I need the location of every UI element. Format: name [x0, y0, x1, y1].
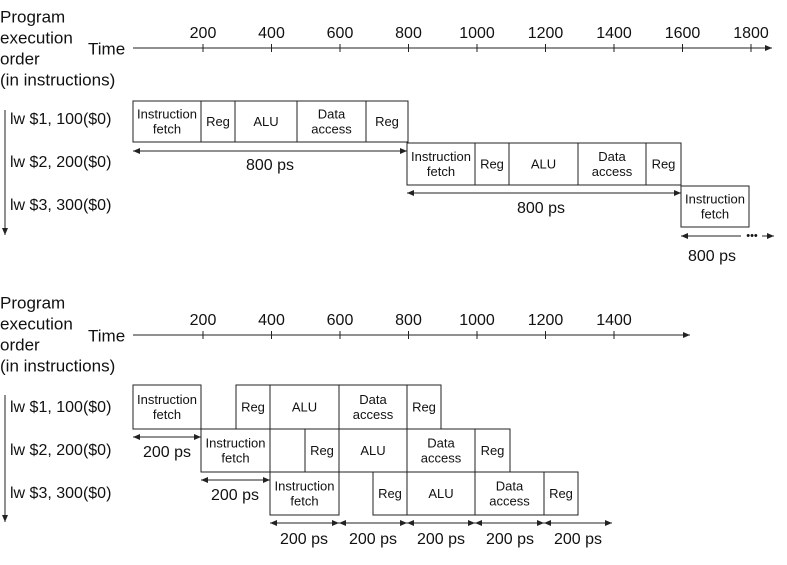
stage-box	[365, 100, 409, 143]
instruction-label: lw $3, 300($0)	[10, 197, 111, 214]
tick-label: 1600	[665, 25, 701, 42]
stage-box	[338, 428, 408, 473]
header-line: (in instructions)	[0, 356, 115, 375]
stage-box	[234, 100, 298, 143]
tick-label: 1200	[528, 25, 564, 42]
stage-box	[577, 142, 647, 186]
interval-label: 200 ps	[486, 531, 534, 548]
stage-box	[474, 428, 511, 473]
stage-box	[372, 471, 408, 516]
tick-label: 1400	[596, 312, 632, 329]
stage-label: Instruction fetch	[685, 192, 745, 222]
stage-label: Data access	[311, 107, 352, 137]
stage-label: Reg	[378, 486, 402, 501]
tick-label: 1000	[459, 25, 495, 42]
tick-label: 600	[327, 25, 354, 42]
stage-box	[406, 471, 476, 516]
instruction-label: lw $1, 100($0)	[10, 111, 111, 128]
stage-box	[269, 428, 306, 473]
time-label: Time	[88, 326, 125, 345]
tick-label: 1400	[596, 25, 632, 42]
ellipsis: •••	[746, 230, 758, 242]
stage-label: Instruction fetch	[275, 479, 335, 509]
instruction-label: lw $3, 300($0)	[10, 485, 111, 502]
stage-label: Reg	[481, 443, 505, 458]
stage-box	[132, 384, 202, 430]
stage-box	[132, 100, 202, 143]
stage-box	[200, 428, 271, 473]
stage-box	[474, 471, 545, 516]
stage-box	[680, 185, 750, 228]
stage-label: Instruction fetch	[137, 107, 197, 137]
stage-label: Data access	[353, 392, 394, 422]
stage-box	[296, 100, 367, 143]
time-label: Time	[88, 39, 125, 58]
instruction-label: lw $2, 200($0)	[10, 154, 111, 171]
interval-label: 800 ps	[688, 248, 736, 265]
stage-label: ALU	[360, 443, 385, 458]
header-line: order	[0, 49, 40, 68]
tick-label: 1000	[459, 312, 495, 329]
stage-label: ALU	[428, 486, 453, 501]
instruction-label: lw $1, 100($0)	[10, 399, 111, 416]
stage-label: Instruction fetch	[137, 392, 197, 422]
tick-label: 400	[258, 25, 285, 42]
tick-label: 800	[395, 25, 422, 42]
header-line: execution	[0, 314, 73, 333]
interval-label: 200 ps	[143, 444, 191, 461]
tick-label: 1800	[733, 25, 769, 42]
interval-label: 800 ps	[246, 157, 294, 174]
pipelined-diagram: Program execution order (in instructions) Ti…	[0, 293, 690, 548]
interval-label: 200 ps	[211, 487, 259, 504]
stage-box	[200, 100, 236, 143]
stage-label: Data access	[421, 436, 462, 466]
tick-label: 600	[327, 312, 354, 329]
interval-label: 200 ps	[417, 531, 465, 548]
stage-label: ALU	[292, 399, 317, 414]
stage-label: Reg	[241, 399, 265, 414]
non-pipelined-diagram: Program execution order (in instructions) Ti…	[0, 7, 774, 265]
stage-label: Instruction fetch	[411, 149, 471, 179]
instruction-label: lw $2, 200($0)	[10, 442, 111, 459]
tick-label: 800	[395, 312, 422, 329]
stage-label: Reg	[412, 399, 436, 414]
stage-box	[304, 428, 340, 473]
stage-label: ALU	[531, 156, 556, 171]
interval-label: 200 ps	[349, 531, 397, 548]
stage-label: Instruction fetch	[206, 436, 266, 466]
header-line: order	[0, 335, 40, 354]
stage-box	[543, 471, 579, 516]
interval-label: 800 ps	[517, 200, 565, 217]
stage-box	[269, 471, 340, 516]
stage-box	[235, 384, 271, 430]
stage-box	[508, 142, 579, 186]
stage-label: Reg	[375, 114, 399, 129]
interval-label: 200 ps	[280, 531, 328, 548]
stage-label: Reg	[652, 156, 676, 171]
stage-box	[406, 142, 476, 186]
header-line: execution	[0, 28, 73, 47]
stage-label: Reg	[206, 114, 230, 129]
stage-label: Reg	[480, 156, 504, 171]
header-line: Program	[0, 293, 65, 312]
stage-box	[645, 142, 682, 186]
stage-label: Data access	[592, 149, 633, 179]
stage-label: Data access	[489, 479, 530, 509]
tick-label: 400	[258, 312, 285, 329]
interval-label: 200 ps	[554, 531, 602, 548]
header-line: (in instructions)	[0, 70, 115, 89]
tick-label: 1200	[528, 312, 564, 329]
stage-label: ALU	[253, 114, 278, 129]
tick-label: 200	[190, 25, 217, 42]
stage-box	[406, 384, 442, 430]
stage-label: Reg	[310, 443, 334, 458]
stage-label: Reg	[549, 486, 573, 501]
stage-box	[406, 428, 476, 473]
header-line: Program	[0, 7, 65, 26]
tick-label: 200	[190, 312, 217, 329]
